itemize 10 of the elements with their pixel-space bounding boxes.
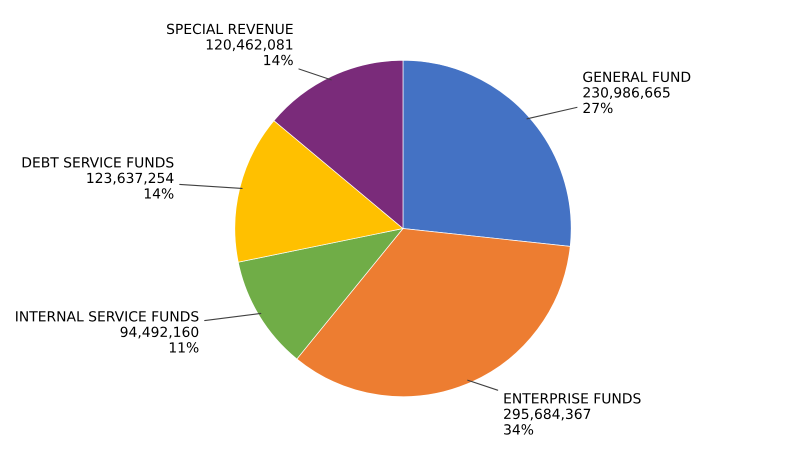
data-label: 230,986,665 27%	[583, 87, 670, 114]
data-label: 123,637,254 14%	[87, 172, 174, 199]
data-label: 295,684,367 34%	[504, 408, 590, 435]
data-label: 94,492,160 11%	[120, 326, 198, 353]
slice-label: SPECIAL REVENUE	[167, 24, 293, 34]
data-label: 120,462,081 14%	[206, 39, 293, 66]
slice-label: ENTERPRISE FUNDS	[504, 393, 641, 404]
slice-label: DEBT SERVICE FUNDS	[22, 157, 174, 168]
slice-label: GENERAL FUND	[583, 72, 690, 82]
slice-label: INTERNAL SERVICE FUNDS	[16, 311, 198, 322]
